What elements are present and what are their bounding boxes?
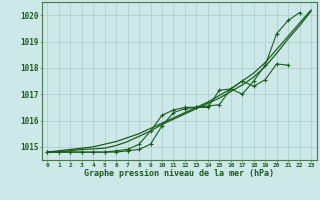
X-axis label: Graphe pression niveau de la mer (hPa): Graphe pression niveau de la mer (hPa) [84, 169, 274, 178]
